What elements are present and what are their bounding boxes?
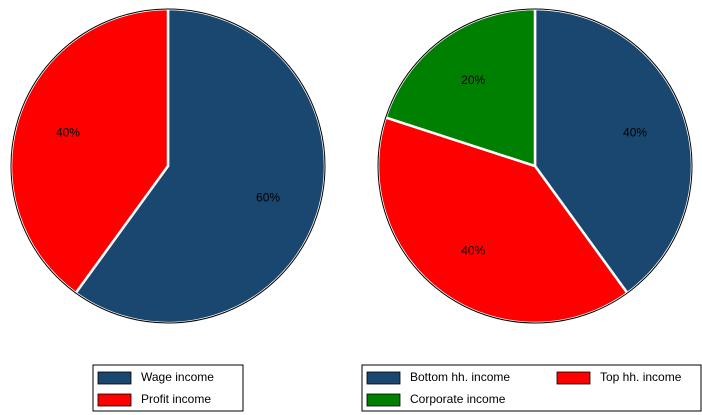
legend-swatch [556, 371, 591, 385]
legend-label: Profit income [141, 392, 211, 406]
legend-label: Top hh. income [600, 370, 682, 384]
legend-swatch [97, 371, 132, 385]
pie-outline [10, 8, 326, 324]
pie-outline [377, 8, 693, 324]
legend-swatch [366, 393, 401, 407]
slice-label: 60% [256, 191, 280, 205]
legend-label: Wage income [141, 370, 214, 384]
slice-label: 20% [461, 73, 485, 87]
legend-swatch [366, 371, 401, 385]
legend-label: Corporate income [410, 392, 506, 406]
slice-label: 40% [56, 126, 80, 140]
slice-label: 40% [623, 126, 647, 140]
legend-swatch [97, 393, 132, 407]
slice-label: 40% [461, 243, 485, 257]
legend-label: Bottom hh. income [410, 370, 510, 384]
legend-box [361, 364, 702, 412]
